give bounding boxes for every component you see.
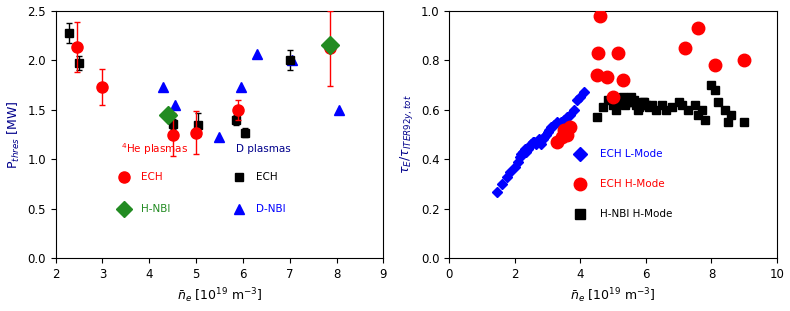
Y-axis label: $\tau_E/\tau_{ITER92y,tot}$: $\tau_E/\tau_{ITER92y,tot}$ xyxy=(398,95,416,174)
X-axis label: $\bar{n}_e$ [10$^{19}$ m$^{-3}$]: $\bar{n}_e$ [10$^{19}$ m$^{-3}$] xyxy=(570,287,656,305)
Text: H-NBI H-Mode: H-NBI H-Mode xyxy=(600,209,672,219)
Text: D-NBI: D-NBI xyxy=(255,204,285,214)
Text: ECH L-Mode: ECH L-Mode xyxy=(600,149,663,159)
Y-axis label: P$_{thres}$ [MW]: P$_{thres}$ [MW] xyxy=(6,100,21,169)
Text: ECH H-Mode: ECH H-Mode xyxy=(600,179,664,189)
Text: $^4$He plasmas: $^4$He plasmas xyxy=(121,142,188,157)
Text: ECH: ECH xyxy=(141,172,163,182)
X-axis label: $\bar{n}_e$ [10$^{19}$ m$^{-3}$]: $\bar{n}_e$ [10$^{19}$ m$^{-3}$] xyxy=(177,287,262,305)
Text: D plasmas: D plasmas xyxy=(236,144,291,154)
Text: ECH: ECH xyxy=(255,172,277,182)
Text: H-NBI: H-NBI xyxy=(141,204,170,214)
